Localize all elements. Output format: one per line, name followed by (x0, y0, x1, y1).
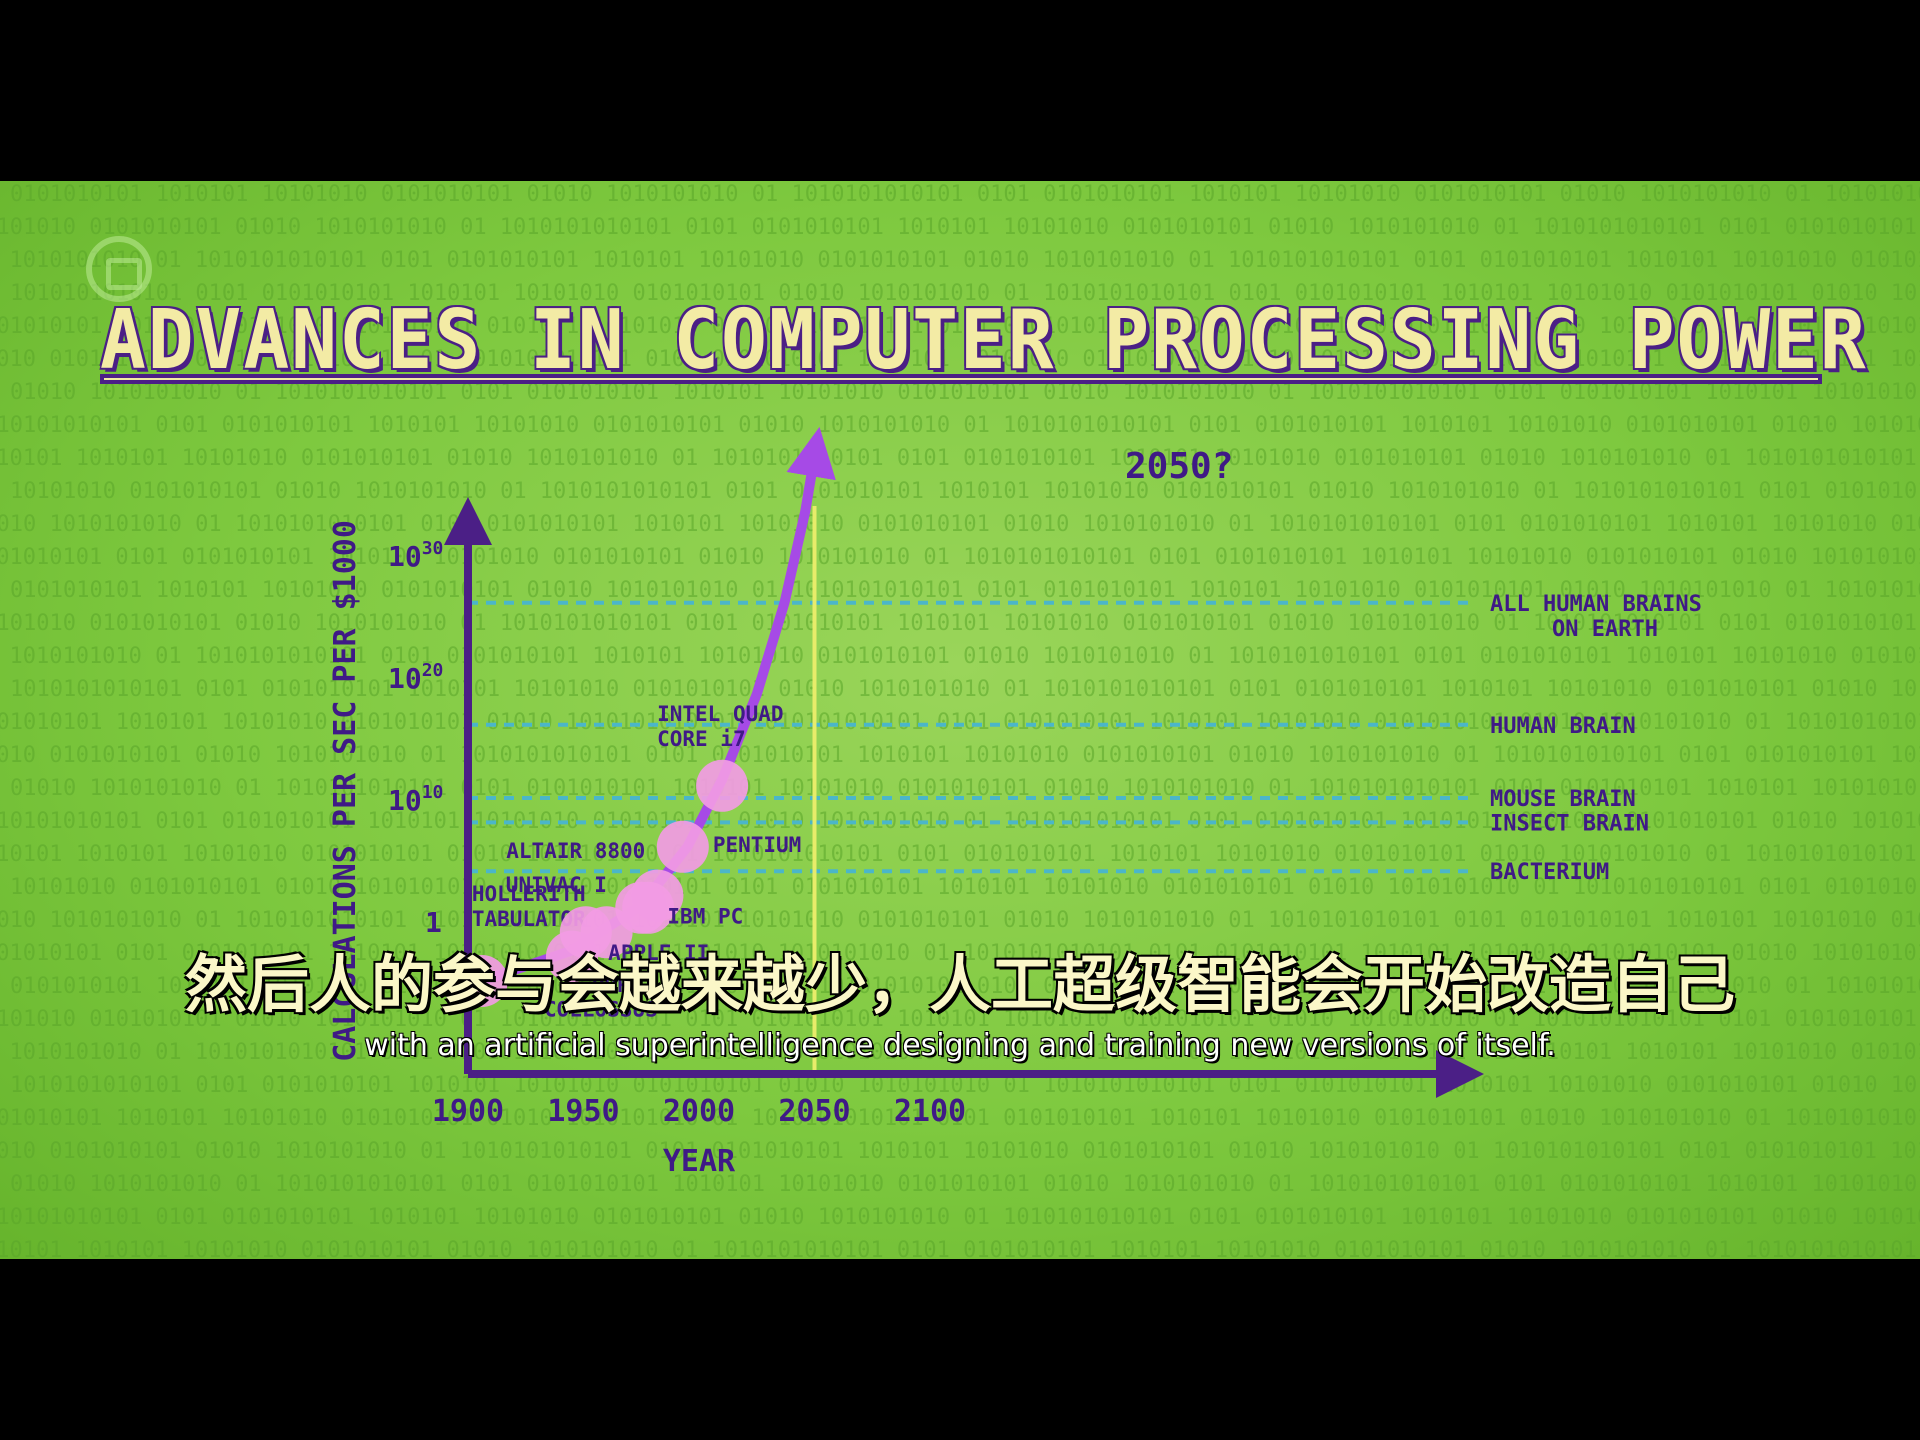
x-tick-label: 1900 (432, 1094, 504, 1129)
x-axis-label: YEAR (663, 1144, 736, 1179)
svg-text:1010101010101 0101 010101010: 1010101010101 0101 0101010101 1010101 10… (0, 1205, 1920, 1230)
svg-text:1010101010101 0101 010101010: 1010101010101 0101 0101010101 1010101 10… (10, 281, 1920, 306)
svg-text:0101010101 1010101 10101010: 0101010101 1010101 10101010 0101010101 0… (10, 182, 1920, 207)
svg-text:10101010 0101010101 01010 10: 10101010 0101010101 01010 1010101010 01 … (10, 479, 1920, 504)
svg-text:10101010 0101010101 01010 10: 10101010 0101010101 01010 1010101010 01 … (0, 1139, 1920, 1164)
data-point-label: UNIVAC I (506, 873, 607, 897)
svg-text:0101010101 1010101 10101010: 0101010101 1010101 10101010 0101010101 0… (0, 842, 1920, 867)
x-tick-label: 2050 (778, 1094, 850, 1129)
data-point-label: INTEL QUAD (657, 702, 783, 726)
chart-title: ADVANCES IN COMPUTER PROCESSING POWER (100, 293, 1868, 388)
data-point-label: CORE i7 (657, 727, 746, 751)
y-axis-label: CALCULATIONS PER SEC PER $1000 (328, 520, 363, 1062)
y-tick-label: 1 (425, 906, 442, 939)
reference-label: INSECT BRAIN (1490, 811, 1649, 836)
title-underline (100, 374, 1822, 384)
x-tick-label: 1950 (547, 1094, 619, 1129)
svg-text:1010101010101 0101 010101010: 1010101010101 0101 0101010101 1010101 10… (0, 941, 1920, 966)
svg-text:01010 1010101010 01 10101010: 01010 1010101010 01 1010101010101 0101 0… (0, 512, 1920, 537)
y-tick-label: 1020 (388, 660, 443, 695)
svg-text:10101010 0101010101 01010 10: 10101010 0101010101 01010 1010101010 01 … (0, 743, 1920, 768)
svg-text:0101010101 1010101 10101010: 0101010101 1010101 10101010 0101010101 0… (10, 578, 1920, 603)
svg-text:01010 1010101010 01 10101010: 01010 1010101010 01 1010101010101 0101 0… (10, 1172, 1920, 1197)
y-tick-label: 1030 (388, 538, 443, 573)
svg-text:01010 1010101010 01 10101010: 01010 1010101010 01 1010101010101 0101 0… (0, 908, 1920, 933)
svg-text:0101010101 1010101 10101010: 0101010101 1010101 10101010 0101010101 0… (0, 1238, 1920, 1259)
x-tick-label: 2100 (894, 1094, 966, 1129)
svg-text:01010 1010101010 01 10101010: 01010 1010101010 01 1010101010101 0101 0… (0, 248, 1920, 273)
data-point-label: APPLE II (608, 941, 709, 965)
svg-text:10101010 0101010101 01010 10: 10101010 0101010101 01010 1010101010 01 … (0, 215, 1920, 240)
svg-text:0101010101 1010101 10101010: 0101010101 1010101 10101010 0101010101 0… (10, 974, 1920, 999)
forecast-annotation: 2050? (1125, 446, 1233, 487)
svg-text:0101010101 1010101 10101010: 0101010101 1010101 10101010 0101010101 0… (0, 710, 1920, 735)
svg-text:0101010101 1010101 10101010: 0101010101 1010101 10101010 0101010101 0… (0, 446, 1920, 471)
data-point-label: PDP-I (592, 973, 655, 997)
y-tick-label: 1010 (388, 782, 443, 817)
reference-label: BACTERIUM (1490, 860, 1609, 885)
channel-logo-icon (86, 236, 152, 302)
svg-text:0101010101 1010101 10101010: 0101010101 1010101 10101010 0101010101 0… (0, 314, 1920, 339)
data-point-label: ALTAIR 8800 (506, 839, 645, 863)
data-point-label: IBM PC (667, 905, 743, 929)
reference-label: ON EARTH (1552, 617, 1658, 642)
subtitle-chinese: 然后人的参与会越来越少，人工超级智能会开始改造自己 (184, 948, 1735, 1021)
binary-background: 0101010101 1010101 10101010 0101010101 0… (0, 182, 1920, 1259)
video-frame: 0101010101 1010101 10101010 0101010101 0… (0, 181, 1920, 1259)
reference-label: HUMAN BRAIN (1490, 714, 1636, 739)
svg-text:0101010101 1010101 10101010: 0101010101 1010101 10101010 0101010101 0… (0, 1106, 1920, 1131)
data-point (615, 881, 668, 934)
svg-text:1010101010101 0101 010101010: 1010101010101 0101 0101010101 1010101 10… (0, 545, 1920, 570)
svg-text:10101010 0101010101 01010 10: 10101010 0101010101 01010 1010101010 01 … (0, 611, 1920, 636)
svg-text:01010 1010101010 01 10101010: 01010 1010101010 01 1010101010101 0101 0… (10, 776, 1920, 801)
reference-label: ALL HUMAN BRAINS (1490, 592, 1702, 617)
svg-text:1010101010101 0101 010101010: 1010101010101 0101 0101010101 1010101 10… (0, 413, 1920, 438)
svg-text:10101010 0101010101 01010 10: 10101010 0101010101 01010 1010101010 01 … (0, 1007, 1920, 1032)
svg-text:01010 1010101010 01 10101010: 01010 1010101010 01 1010101010101 0101 0… (0, 1040, 1920, 1065)
svg-text:10101010 0101010101 01010 10: 10101010 0101010101 01010 1010101010 01 … (10, 875, 1920, 900)
svg-text:01010 1010101010 01 10101010: 01010 1010101010 01 1010101010101 0101 0… (0, 644, 1920, 669)
data-point (455, 955, 508, 1007)
data-point-label: PENTIUM (713, 833, 802, 857)
svg-text:01010 1010101010 01 10101010: 01010 1010101010 01 1010101010101 0101 0… (10, 380, 1920, 405)
data-point (696, 759, 749, 812)
data-point-label: HOLLERITH (472, 882, 586, 906)
reference-label: MOUSE BRAIN (1490, 787, 1636, 812)
svg-text:1010101010101 0101 010101010: 1010101010101 0101 0101010101 1010101 10… (10, 677, 1920, 702)
subtitle-english: with an artificial superintelligence des… (364, 1028, 1556, 1063)
data-point-label: COLLOSSUS (544, 998, 658, 1022)
svg-text:10101010 0101010101 01010 10: 10101010 0101010101 01010 1010101010 01 … (0, 347, 1920, 372)
x-tick-label: 2000 (663, 1094, 735, 1129)
data-point (656, 820, 709, 873)
